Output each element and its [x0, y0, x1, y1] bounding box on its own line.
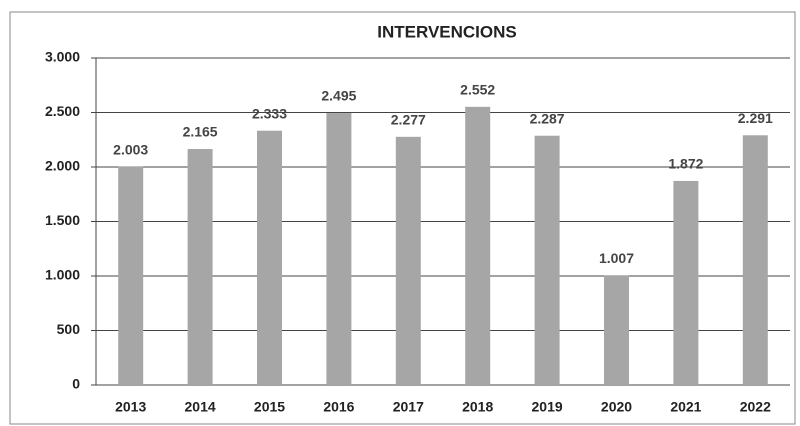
bar	[465, 106, 491, 385]
y-tick-label: 2.000	[45, 158, 80, 174]
value-label: 2.291	[738, 110, 773, 126]
chart-title: INTERVENCIONS	[377, 22, 517, 41]
value-label: 2.333	[252, 105, 287, 121]
y-tick-label: 500	[57, 321, 81, 337]
bar	[326, 113, 352, 386]
y-tick-label: 1.000	[45, 267, 80, 283]
y-tick-label: 1.500	[45, 212, 80, 228]
x-tick-label: 2015	[254, 399, 285, 415]
y-tick-label: 3.000	[45, 49, 80, 65]
bar	[742, 135, 768, 385]
bar	[534, 135, 560, 385]
value-label: 2.287	[530, 110, 565, 126]
x-tick-label: 2019	[532, 399, 563, 415]
value-label: 1.872	[668, 156, 703, 172]
bar	[118, 166, 144, 385]
bar	[604, 275, 629, 385]
y-tick-label: 2.500	[45, 103, 80, 119]
bar	[187, 149, 213, 385]
value-label: 2.552	[460, 82, 495, 98]
value-label: 2.277	[391, 112, 426, 128]
bar	[673, 180, 699, 385]
x-tick-label: 2022	[740, 399, 771, 415]
value-label: 2.165	[183, 124, 218, 140]
bar	[395, 136, 421, 385]
x-tick-label: 2014	[185, 399, 216, 415]
value-label: 2.495	[321, 88, 356, 104]
x-tick-label: 2020	[601, 399, 632, 415]
x-tick-label: 2017	[393, 399, 424, 415]
value-label: 1.007	[599, 250, 634, 266]
value-label: 2.003	[113, 141, 148, 157]
x-tick-label: 2016	[323, 399, 354, 415]
bar	[257, 130, 282, 385]
y-tick-label: 0	[72, 376, 80, 392]
x-tick-label: 2013	[115, 399, 146, 415]
x-tick-label: 2021	[670, 399, 701, 415]
x-tick-label: 2018	[462, 399, 493, 415]
